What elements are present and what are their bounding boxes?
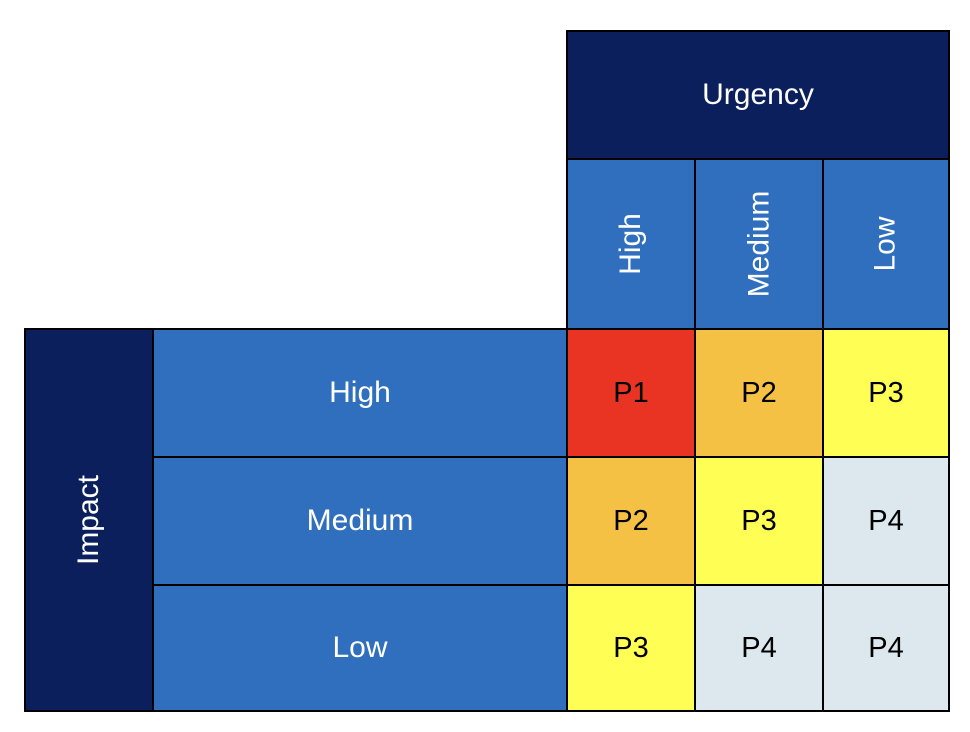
priority-label: P2 [613, 504, 649, 537]
priority-cell-medium-medium: P3 [694, 456, 824, 586]
priority-label: P4 [868, 631, 904, 664]
impact-level-label: High [329, 376, 391, 409]
priority-cell-high-low: P3 [822, 328, 950, 458]
urgency-level-high: High [566, 158, 696, 330]
priority-label: P3 [613, 631, 649, 664]
impact-level-high: High [152, 328, 568, 458]
impact-level-label: Low [332, 631, 388, 664]
priority-label: P4 [741, 631, 777, 664]
priority-cell-low-high: P3 [566, 584, 696, 712]
priority-cell-low-medium: P4 [694, 584, 824, 712]
priority-label: P1 [613, 376, 649, 409]
priority-label: P3 [868, 376, 904, 409]
urgency-level-label: Medium [741, 190, 775, 298]
impact-level-low: Low [152, 584, 568, 712]
urgency-level-label: High [613, 213, 647, 275]
urgency-level-low: Low [822, 158, 950, 330]
impact-level-label: Medium [306, 504, 414, 537]
priority-cell-high-high: P1 [566, 328, 696, 458]
priority-label: P3 [741, 504, 777, 537]
priority-cell-medium-high: P2 [566, 456, 696, 586]
priority-label: P4 [868, 504, 904, 537]
impact-title: Impact [72, 474, 105, 566]
urgency-level-label: Low [868, 216, 902, 272]
urgency-level-medium: Medium [694, 158, 824, 330]
urgency-header: Urgency [566, 30, 950, 160]
priority-cell-high-medium: P2 [694, 328, 824, 458]
priority-cell-medium-low: P4 [822, 456, 950, 586]
priority-label: P2 [741, 376, 777, 409]
urgency-title: Urgency [702, 78, 814, 111]
impact-level-medium: Medium [152, 456, 568, 586]
priority-cell-low-low: P4 [822, 584, 950, 712]
impact-header: Impact [24, 328, 154, 712]
